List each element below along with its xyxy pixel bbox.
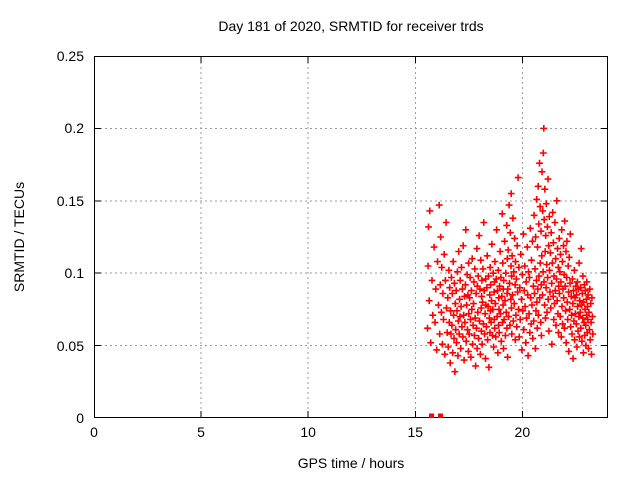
y-tick-label: 0 bbox=[76, 410, 84, 426]
y-tick-label: 0.1 bbox=[64, 265, 84, 282]
x-tick-label: 0 bbox=[90, 424, 98, 440]
scatter-plot-canvas bbox=[94, 56, 608, 418]
y-tick-label: 0.05 bbox=[56, 337, 84, 354]
x-axis-label: GPS time / hours bbox=[297, 455, 405, 471]
y-tick-label: 0.2 bbox=[64, 120, 84, 137]
x-tick-label: 15 bbox=[407, 424, 424, 440]
plot-area bbox=[94, 56, 608, 418]
chart-title: Day 181 of 2020, SRMTID for receiver trd… bbox=[218, 18, 484, 34]
x-tick-label: 5 bbox=[197, 424, 205, 440]
x-tick-label: 10 bbox=[300, 424, 316, 440]
y-tick-label: 0.15 bbox=[56, 192, 84, 209]
y-tick-label: 0.25 bbox=[56, 48, 84, 64]
x-tick-label: 20 bbox=[514, 424, 531, 440]
